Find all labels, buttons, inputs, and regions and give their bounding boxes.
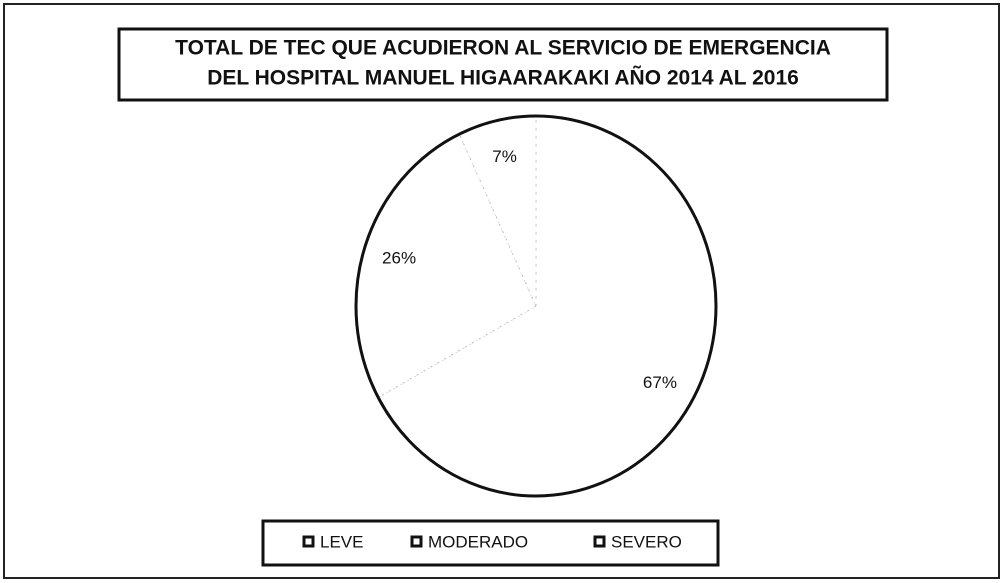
chart-title: DEL HOSPITAL MANUEL HIGAARAKAKI AÑO 2014… — [207, 67, 799, 90]
chart-title: TOTAL DE TEC QUE ACUDIERON AL SERVICIO D… — [175, 37, 831, 60]
legend-label: SEVERO — [611, 532, 682, 551]
title-box — [117, 27, 889, 102]
legend-label: MODERADO — [428, 532, 528, 551]
pie-slice — [377, 115, 717, 497]
data-label: 26% — [382, 249, 416, 268]
data-label: 67% — [643, 373, 677, 392]
legend-label: LEVE — [320, 532, 363, 551]
legend-box — [261, 519, 720, 567]
legend-marker — [593, 535, 606, 548]
legend-marker — [410, 535, 423, 548]
pie-outline — [354, 114, 718, 498]
pie-slice — [458, 115, 537, 307]
legend-marker — [302, 535, 315, 548]
data-label: 7% — [492, 147, 517, 166]
